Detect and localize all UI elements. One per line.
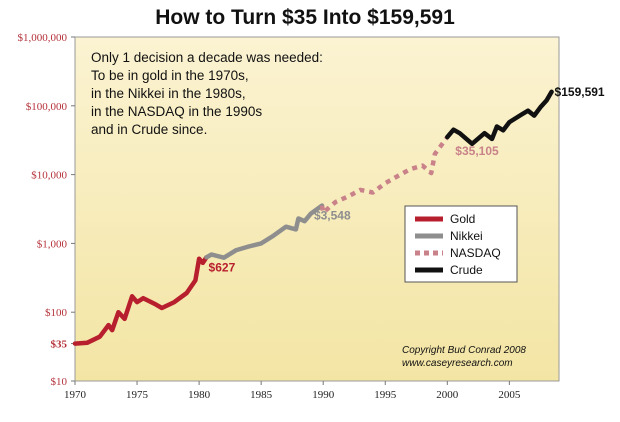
- y-tick-label: $35: [51, 339, 68, 351]
- legend-label-crude: Crude: [450, 263, 483, 277]
- copyright: Copyright Bud Conrad 2008 www.caseyresea…: [402, 345, 526, 369]
- x-tick-label: 1970: [64, 389, 87, 401]
- x-tick-label: 1995: [374, 389, 397, 401]
- series-line-crude: [445, 89, 554, 147]
- y-tick-label: $10,000: [31, 170, 67, 182]
- x-tick-label: 2000: [436, 389, 459, 401]
- x-axis-ticks: 1970 1975 1980 1985 1990 1995 2000 2005: [64, 381, 521, 401]
- point-label: $35,105: [455, 144, 499, 158]
- series-line-nasdaq: [319, 135, 450, 215]
- annotation-text: Only 1 decision a decade was needed: To …: [91, 50, 323, 137]
- series-lines: [72, 89, 554, 346]
- series-line-nikkei: [204, 203, 325, 260]
- x-tick-label: 1985: [250, 389, 273, 401]
- y-tick-label: $1,000,000: [18, 32, 68, 44]
- x-tick-label: 1975: [126, 389, 149, 401]
- y-tick-label: $1,000: [37, 238, 68, 250]
- y-axis-ticks: $1,000,000 $100,000 $10,000 $1,000 $100 $35 $1…: [18, 32, 75, 388]
- x-tick-label: 1990: [312, 389, 335, 401]
- annotation-line: in the Nikkei in the 1980s,: [91, 86, 246, 101]
- chart-title: How to Turn $35 Into $159,591: [155, 6, 455, 29]
- point-label: $3,548: [314, 209, 351, 223]
- point-label: $159,591: [555, 85, 605, 99]
- copyright-url: www.caseyresearch.com: [402, 358, 513, 369]
- y-tick-label: $10: [51, 376, 68, 388]
- series-line-gold: [72, 255, 209, 346]
- legend: Gold Nikkei NASDAQ Crude: [404, 205, 518, 283]
- copyright-line: Copyright Bud Conrad 2008: [402, 345, 526, 356]
- point-label: $627: [209, 260, 236, 274]
- y-tick-label: $100,000: [26, 101, 68, 113]
- point-labels: $627 $3,548 $35,105 $159,591: [209, 85, 605, 275]
- annotation-line: in the NASDAQ in the 1990s: [91, 104, 262, 119]
- y-tick-label: $100: [45, 307, 68, 319]
- legend-label-gold: Gold: [450, 212, 475, 226]
- legend-label-nikkei: Nikkei: [450, 229, 483, 243]
- x-tick-label: 2005: [498, 389, 521, 401]
- annotation-line: Only 1 decision a decade was needed:: [91, 50, 323, 65]
- annotation-line: and in Crude since.: [91, 122, 207, 137]
- legend-label-nasdaq: NASDAQ: [450, 246, 501, 260]
- x-tick-label: 1980: [188, 389, 211, 401]
- annotation-line: To be in gold in the 1970s,: [91, 68, 249, 83]
